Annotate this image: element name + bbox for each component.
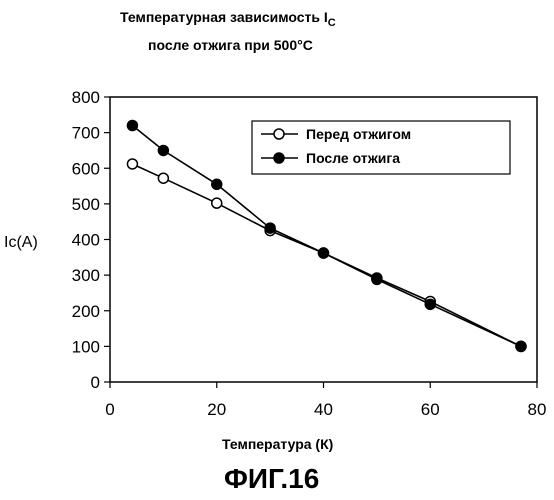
- series-0-point: [127, 159, 137, 169]
- figure-label: ФИГ.16: [224, 463, 319, 494]
- y-tick-label: 700: [72, 124, 100, 143]
- y-tick-label: 600: [72, 159, 100, 178]
- series-1-point: [516, 341, 526, 351]
- x-tick-label: 80: [528, 400, 547, 419]
- x-axis-label: Температура (К): [222, 436, 333, 452]
- y-axis-ticks: 0 100 200 300 400 500 600 700 800: [72, 88, 110, 392]
- legend-label-after: После отжига: [306, 150, 400, 166]
- series-1-point: [212, 179, 222, 189]
- y-tick-label: 200: [72, 302, 100, 321]
- x-tick-label: 20: [207, 400, 226, 419]
- y-tick-label: 300: [72, 266, 100, 285]
- chart-title-line-1: Температурная зависимость IC: [120, 9, 336, 29]
- series-0-point: [158, 173, 168, 183]
- chart-title-subscript: C: [328, 17, 336, 29]
- chart-title-line-2: после отжига при 500°C: [148, 37, 313, 53]
- y-tick-label: 0: [91, 373, 100, 392]
- series-1-point: [319, 248, 329, 258]
- y-tick-label: 800: [72, 88, 100, 107]
- x-axis-ticks: 0 20 40 60 80: [105, 382, 546, 419]
- y-axis-label: Ic(A): [4, 234, 38, 251]
- series-1-point: [372, 274, 382, 284]
- y-tick-label: 100: [72, 337, 100, 356]
- series-1-point: [127, 121, 137, 131]
- y-tick-label: 400: [72, 231, 100, 250]
- legend-marker-after: [274, 153, 284, 163]
- legend: Перед отжигом После отжига: [252, 121, 510, 174]
- series-1-point: [265, 223, 275, 233]
- chart-title-main: Температурная зависимость I: [120, 9, 328, 25]
- series-0-point: [212, 198, 222, 208]
- x-tick-label: 60: [421, 400, 440, 419]
- x-tick-label: 0: [105, 400, 114, 419]
- x-tick-label: 40: [314, 400, 333, 419]
- series-1-point: [158, 145, 168, 155]
- series-1-point: [425, 299, 435, 309]
- legend-marker-before: [274, 129, 284, 139]
- legend-label-before: Перед отжигом: [306, 126, 411, 142]
- y-tick-label: 500: [72, 195, 100, 214]
